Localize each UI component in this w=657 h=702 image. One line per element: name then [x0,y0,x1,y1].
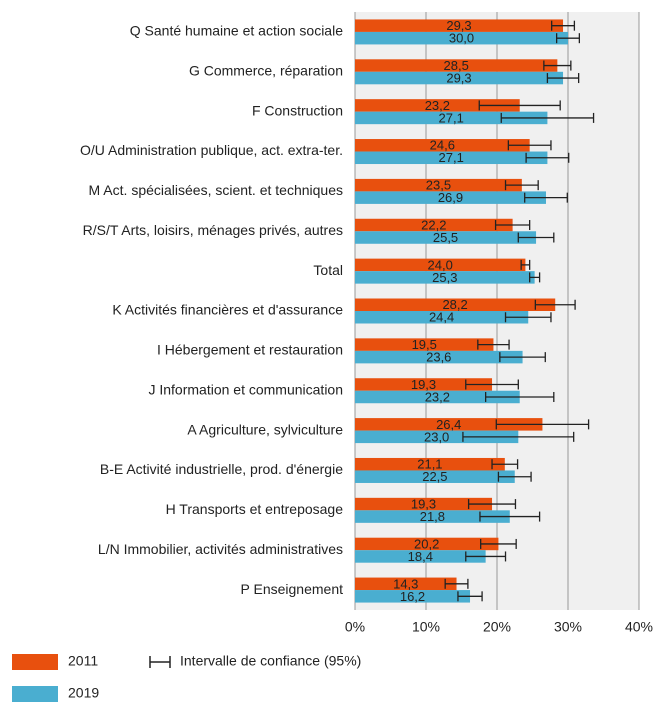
bar [355,191,546,204]
bar [355,470,515,483]
bar [355,338,494,351]
bar [355,71,564,85]
bar [355,139,530,152]
value-label: 30,0 [449,31,474,46]
y-tick-label: I Hébergement et restauration [157,342,343,358]
bar [355,231,537,244]
value-label: 19,3 [411,377,436,392]
x-tick-label: 40% [625,619,653,635]
value-label: 16,2 [400,589,425,604]
value-label: 19,5 [412,337,437,352]
legend-swatch [12,654,58,670]
bar [355,430,519,444]
value-label: 29,3 [446,18,471,33]
bar [355,19,564,32]
legend-swatch [12,686,58,702]
y-tick-label: Total [313,262,343,278]
y-tick-label: J Information et communication [148,381,343,397]
bar [355,378,493,391]
bar [355,390,520,404]
bar [355,537,499,551]
bar [355,577,457,591]
y-tick-label: F Construction [252,102,343,118]
value-label: 19,3 [411,497,436,512]
value-label: 27,1 [439,110,464,125]
bar [355,550,486,563]
y-tick-label: R/S/T Arts, loisirs, ménages privés, aut… [83,222,343,238]
bar [355,178,522,192]
y-tick-label: P Enseignement [241,581,344,597]
value-label: 24,6 [430,138,455,153]
bar [355,298,556,311]
legend-label: 2019 [68,685,99,701]
y-tick-label: L/N Immobilier, activités administrative… [98,541,343,557]
legend-label: 2011 [68,653,98,669]
value-label: 23,6 [426,350,451,365]
bar [355,350,523,364]
y-tick-label: B-E Activité industrielle, prod. d'énerg… [100,461,343,477]
bar [355,510,510,523]
value-label: 23,2 [425,98,450,113]
value-label: 29,3 [446,70,471,85]
bar [355,271,535,284]
y-tick-label: H Transports et entreposage [166,501,344,517]
bar [355,457,505,471]
value-label: 28,5 [444,58,469,73]
y-tick-label: G Commerce, réparation [189,63,343,79]
value-label: 23,5 [426,178,451,193]
value-label: 23,0 [424,429,449,444]
value-label: 21,1 [417,457,442,472]
legend-label: Intervalle de confiance (95%) [180,653,361,669]
bar [355,258,526,272]
y-tick-label: Q Santé humaine et action sociale [130,23,343,39]
bar [355,99,520,112]
bar [355,218,513,232]
bar [355,418,543,431]
bar [355,59,558,72]
y-tick-label: O/U Administration publique, act. extra-… [80,142,343,158]
y-tick-label: K Activités financières et d'assurance [112,302,343,318]
value-label: 22,2 [421,217,446,232]
bar [355,111,548,125]
bar [355,497,493,511]
value-label: 26,4 [436,417,461,432]
x-tick-label: 0% [345,619,365,635]
x-tick-label: 10% [412,619,440,635]
value-label: 25,5 [433,230,458,245]
value-label: 28,2 [442,297,467,312]
bar [355,151,548,165]
bar [355,590,471,603]
value-label: 27,1 [439,150,464,165]
value-label: 20,2 [414,536,439,551]
value-label: 22,5 [422,469,447,484]
value-label: 25,3 [432,270,457,285]
bar [355,31,568,45]
value-label: 14,3 [393,576,418,591]
value-label: 18,4 [408,549,433,564]
y-tick-label: M Act. spécialisées, scient. et techniqu… [89,182,343,198]
x-tick-label: 20% [483,619,511,635]
bar [355,311,529,324]
value-label: 21,8 [420,509,445,524]
value-label: 24,0 [428,257,453,272]
value-label: 26,9 [438,190,463,205]
y-tick-label: A Agriculture, sylviculture [187,421,343,437]
value-label: 24,4 [429,310,454,325]
x-tick-label: 30% [554,619,582,635]
value-label: 23,2 [425,389,450,404]
